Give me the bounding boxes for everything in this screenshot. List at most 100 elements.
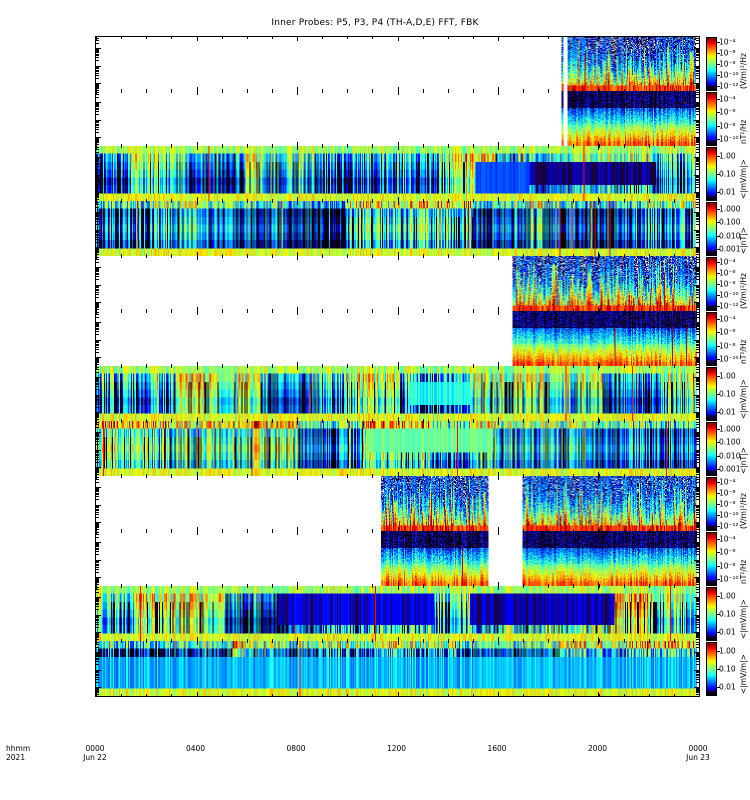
y-minor-tick — [696, 403, 699, 405]
y-minor-tick — [96, 578, 99, 580]
y-minor-tick — [696, 389, 699, 391]
x-tick-mark — [196, 641, 198, 645]
y-minor-tick — [96, 436, 99, 438]
y-minor-tick — [96, 477, 99, 478]
y-minor-tick — [96, 547, 99, 549]
colorbar-tick-mark — [717, 42, 720, 44]
y-minor-tick — [696, 496, 699, 498]
y-minor-tick — [96, 561, 99, 563]
y-minor-tick — [696, 105, 699, 107]
x-minor-tick — [548, 694, 550, 696]
y-minor-tick — [96, 413, 99, 415]
y-tick-mark — [96, 339, 101, 341]
x-minor-tick — [598, 146, 600, 148]
y-minor-tick — [96, 230, 99, 232]
x-minor-tick — [271, 37, 273, 39]
y-minor-tick — [96, 120, 99, 122]
x-minor-tick — [297, 254, 298, 256]
panel-thd-fft-32-scm3[interactable]: thdfft32scm3100010010 — [95, 311, 700, 367]
y-minor-tick — [696, 505, 699, 507]
y-minor-tick — [696, 270, 699, 272]
y-minor-tick — [96, 304, 99, 306]
x-minor-tick — [372, 366, 374, 368]
y-minor-tick — [696, 247, 699, 249]
x-minor-tick — [96, 586, 97, 588]
panel-the-fft-32-edc34[interactable]: thefft32edc34100010010 — [95, 476, 700, 532]
panel-the-fft-32-scm3[interactable]: thefft32scm3100010010 — [95, 531, 700, 587]
panel-tha-fbk-edc34[interactable]: thafbkedc34100010010 — [95, 146, 700, 202]
y-minor-tick — [696, 88, 699, 90]
x-minor-tick — [447, 201, 449, 203]
panel-the-fbk-edc12[interactable]: thefbkedc12100010010 — [95, 586, 700, 642]
y-minor-tick — [96, 285, 99, 287]
x-minor-tick — [221, 37, 223, 39]
x-minor-tick — [271, 421, 273, 423]
x-minor-tick — [422, 256, 424, 258]
y-minor-tick — [696, 456, 699, 458]
y-minor-tick — [696, 532, 699, 533]
y-minor-tick — [96, 580, 99, 582]
x-tick-mark — [96, 476, 97, 480]
x-minor-tick — [246, 421, 248, 423]
x-minor-tick — [472, 364, 474, 366]
panel-tha-fbk-scm1[interactable]: thafbkscm1100010010 — [95, 201, 700, 257]
y-minor-tick — [96, 554, 99, 556]
y-minor-tick — [96, 128, 99, 130]
y-minor-tick — [96, 325, 99, 327]
x-minor-tick — [447, 641, 449, 643]
colorbar-tick-label: 10⁻¹² — [719, 301, 739, 311]
x-tick-mark — [598, 37, 600, 41]
x-minor-tick — [297, 366, 298, 368]
panel-thd-fft-32-edc34[interactable]: thdfft32edc34100010010 — [95, 256, 700, 312]
x-minor-tick — [121, 37, 123, 39]
x-minor-tick — [548, 421, 550, 423]
y-minor-tick — [96, 532, 99, 533]
x-minor-tick — [472, 366, 474, 368]
y-minor-tick — [696, 348, 699, 350]
y-minor-tick — [696, 114, 699, 116]
x-tick-mark — [296, 201, 298, 205]
y-minor-tick — [96, 50, 99, 52]
y-minor-tick — [696, 122, 699, 124]
panel-tha-fft-32-scm3[interactable]: thafft32scm3100010010 — [95, 91, 700, 147]
y-minor-tick — [696, 169, 699, 171]
panel-thd-fbk-scm1[interactable]: thdfbkscm1100010010 — [95, 421, 700, 477]
y-minor-tick — [696, 461, 699, 463]
colorbar-tick-label: 10⁻¹⁰ — [719, 354, 739, 364]
x-minor-tick — [196, 474, 198, 476]
y-minor-tick — [96, 562, 99, 564]
colorbar-tick-mark — [717, 376, 720, 377]
y-minor-tick — [696, 177, 699, 179]
x-minor-tick — [623, 586, 625, 588]
y-minor-tick — [696, 578, 699, 580]
y-minor-tick — [96, 579, 99, 581]
x-minor-tick — [271, 364, 273, 366]
x-minor-tick — [472, 641, 474, 643]
colorbar-tick-label: 10⁻⁸ — [719, 341, 736, 351]
y-minor-tick — [696, 207, 699, 209]
x-minor-tick — [221, 364, 223, 366]
y-minor-tick — [96, 470, 99, 472]
y-minor-tick — [696, 617, 699, 619]
x-minor-tick — [397, 366, 399, 368]
x-minor-tick — [297, 256, 298, 258]
y-minor-tick — [696, 104, 699, 106]
y-tick-mark — [96, 631, 101, 633]
x-minor-tick — [447, 91, 449, 93]
y-minor-tick — [96, 454, 99, 456]
y-minor-tick — [696, 367, 699, 368]
panel-thd-fbk-edc12[interactable]: thdfbkedc12100010010 — [95, 366, 700, 422]
x-minor-tick — [322, 144, 324, 146]
panel-the-fbk-scm1[interactable]: thefbkscm1100010010 — [95, 641, 700, 697]
y-minor-tick — [96, 107, 99, 109]
y-minor-tick — [696, 511, 699, 513]
y-tick-mark — [96, 229, 101, 231]
panel-tha-fft-32-edc34[interactable]: thafft32edc34100010010 — [95, 36, 700, 92]
y-minor-tick — [696, 693, 699, 695]
x-minor-tick — [372, 476, 374, 478]
y-minor-tick — [696, 289, 699, 291]
x-minor-tick — [673, 366, 675, 368]
x-minor-tick — [573, 89, 575, 91]
y-minor-tick — [696, 51, 699, 53]
y-tick-mark — [96, 521, 101, 523]
